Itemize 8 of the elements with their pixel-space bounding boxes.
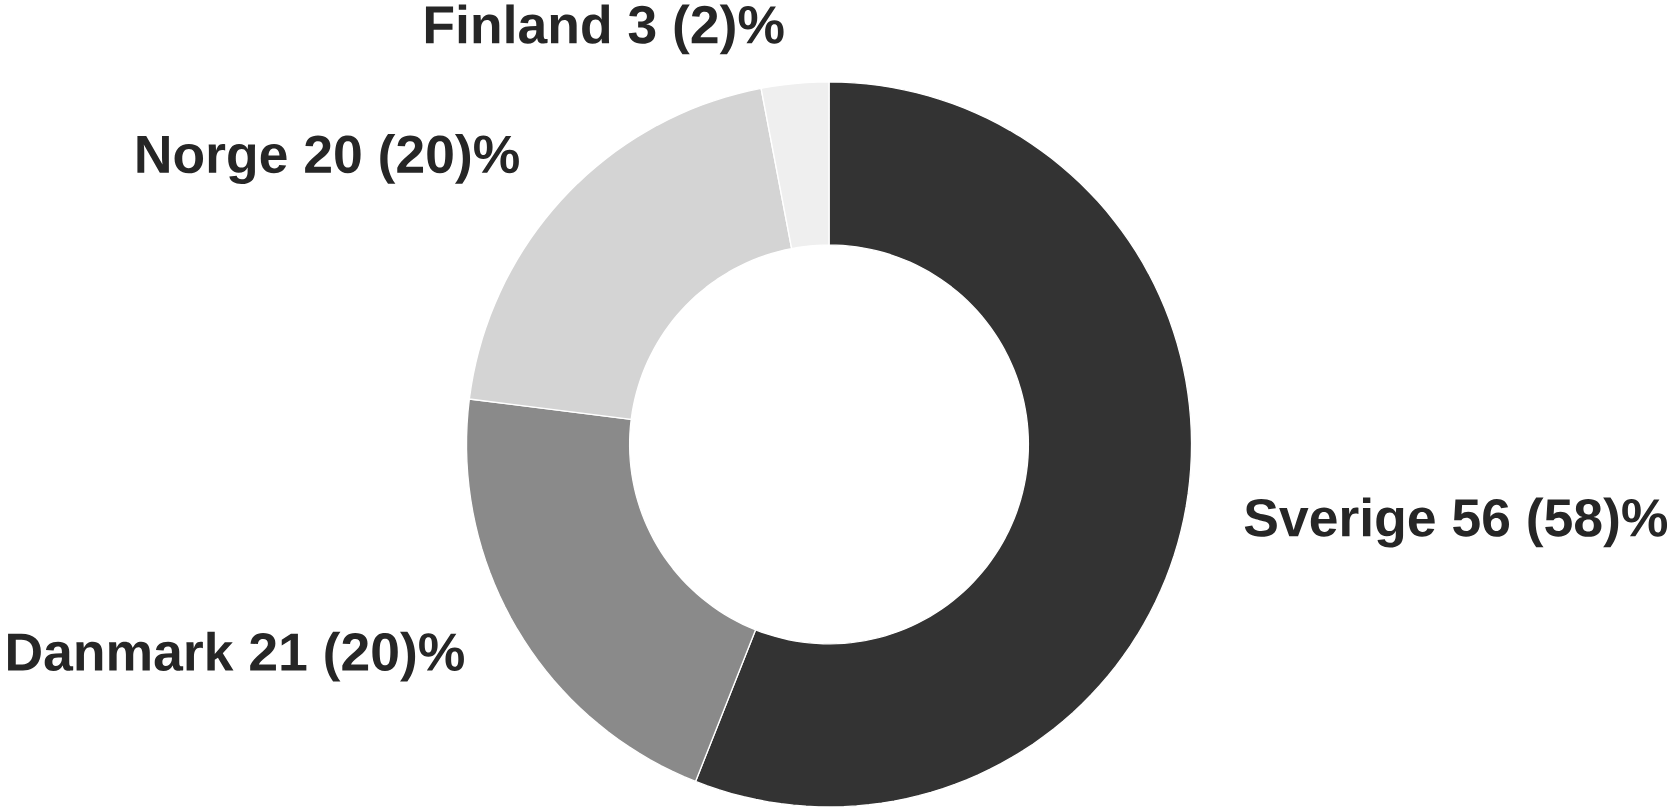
data-label: 3 (2)% [628, 4, 784, 55]
slice-label: Finland [425, 4, 610, 44]
data-label: 20 (20)% [305, 134, 519, 185]
slice-label: Danmark [8, 631, 234, 672]
data-label: 21 (20)% [250, 631, 464, 682]
slice-label: Sverige [1244, 497, 1435, 548]
data-label: 56 (58)% [1453, 497, 1668, 548]
slice-label: Norge [137, 136, 287, 185]
